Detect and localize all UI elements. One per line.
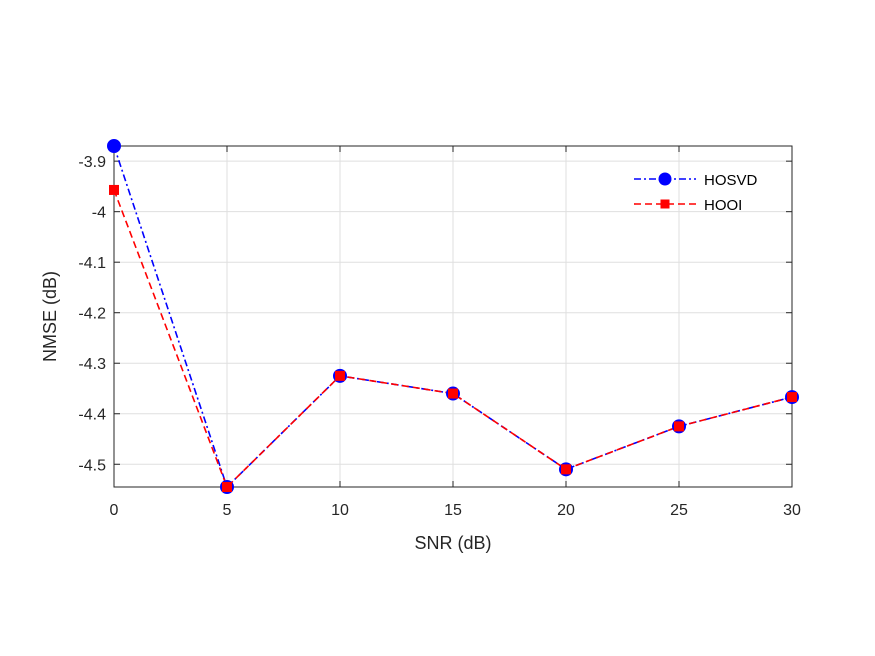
x-tick-label: 15 xyxy=(444,502,462,519)
x-tick-label: 20 xyxy=(557,502,575,519)
data-point-hooi xyxy=(561,464,571,475)
y-tick-label: -4.2 xyxy=(78,306,106,323)
legend-marker-hooi xyxy=(660,199,670,209)
data-point-hosvd xyxy=(107,139,121,153)
legend: HOSVD HOOI xyxy=(634,172,758,214)
data-point-hooi xyxy=(222,482,232,492)
legend-label-hosvd: HOSVD xyxy=(704,172,758,189)
y-tick-label: -4.3 xyxy=(78,356,106,373)
y-tick-label: -4.1 xyxy=(78,255,106,272)
tick-labels: 0 5 10 15 20 25 30 -4.5 -4.4 -4.3 -4.2 -4.1 -4 -3.9 xyxy=(78,154,801,519)
legend-label-hooi: HOOI xyxy=(704,197,742,214)
y-tick-label: -3.9 xyxy=(78,154,106,171)
y-tick-label: -4.5 xyxy=(78,457,106,474)
x-tick-label: 0 xyxy=(110,502,119,519)
x-tick-label: 30 xyxy=(783,502,801,519)
x-tick-label: 25 xyxy=(670,502,688,519)
legend-marker-hosvd xyxy=(658,172,672,186)
data-point-hooi xyxy=(787,392,797,403)
y-axis-label: NMSE (dB) xyxy=(40,271,60,362)
grid-lines xyxy=(113,146,793,487)
x-tick-label: 5 xyxy=(223,502,232,519)
data-point-hooi xyxy=(109,184,119,195)
data-point-hooi xyxy=(448,388,458,399)
y-tick-label: -4 xyxy=(92,205,106,222)
x-axis-label: SNR (dB) xyxy=(414,533,491,553)
series-markers xyxy=(107,139,799,494)
y-tick-label: -4.4 xyxy=(78,407,106,424)
x-tick-label: 10 xyxy=(331,502,349,519)
data-point-hooi xyxy=(335,370,345,381)
data-point-hooi xyxy=(674,421,684,432)
